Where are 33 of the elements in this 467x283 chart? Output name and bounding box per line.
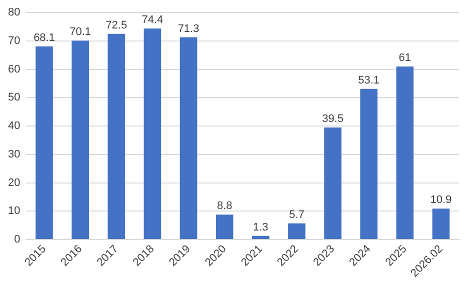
data-label: 1.3: [253, 221, 268, 234]
data-label: 39.5: [322, 113, 344, 126]
y-tick-label: 40: [8, 120, 20, 132]
data-label: 53.1: [358, 74, 380, 86]
data-label: 5.7: [289, 208, 304, 221]
y-tick-label: 20: [8, 176, 20, 189]
data-label: 74.4: [142, 14, 164, 26]
bar: [72, 40, 89, 240]
bar: [36, 46, 53, 240]
y-tick-label: 50: [8, 92, 20, 104]
data-label: 70.1: [70, 26, 92, 38]
data-label: 72.5: [106, 19, 128, 32]
data-label: 68.1: [34, 32, 55, 44]
bar: [108, 34, 126, 240]
data-label: 71.3: [178, 22, 200, 35]
bar: [324, 127, 342, 240]
y-tick-label: 70: [8, 35, 20, 47]
bar: [144, 28, 162, 240]
y-tick-label: 30: [8, 148, 20, 160]
bar: [288, 223, 306, 240]
data-label: 8.8: [216, 200, 232, 212]
bar: [360, 88, 378, 240]
data-label: 10.9: [430, 194, 452, 206]
y-tick-label: 0: [14, 234, 20, 246]
y-tick-label: 80: [8, 6, 20, 19]
y-tick-label: 10: [8, 205, 20, 218]
data-label: 61: [398, 52, 412, 64]
bar: [252, 236, 270, 240]
y-tick-label: 60: [8, 63, 20, 76]
bar: [432, 208, 450, 240]
bar: [396, 66, 414, 240]
bar: [216, 214, 234, 240]
bar: [180, 37, 198, 240]
